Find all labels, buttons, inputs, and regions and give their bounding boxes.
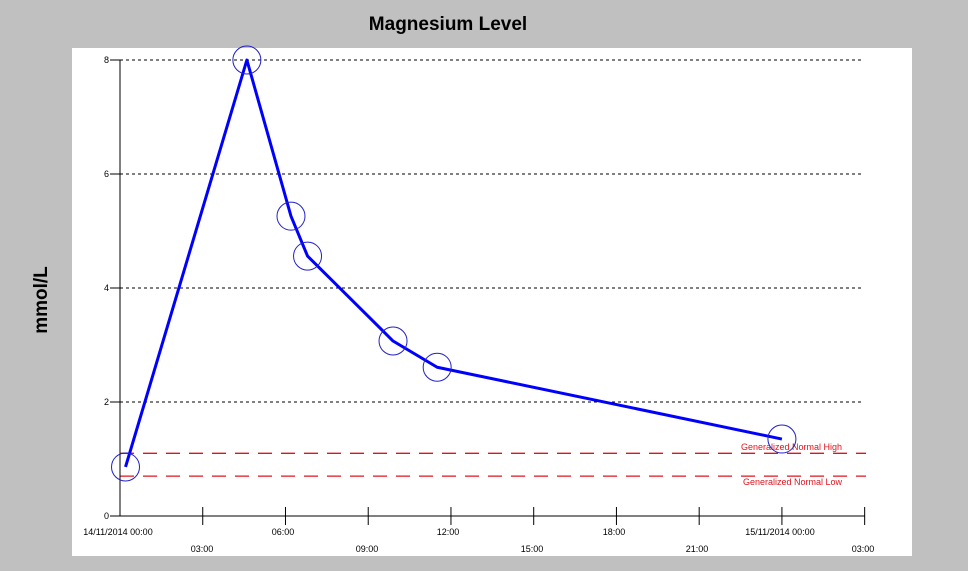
- y-tick-2: 2: [104, 397, 109, 407]
- series-line: [124, 58, 783, 468]
- x-tick-upper-1: 06:00: [272, 527, 295, 537]
- x-tick-lower-3: 21:00: [686, 544, 709, 554]
- axes: [110, 59, 866, 525]
- data-point-marker: [232, 45, 262, 75]
- ref-label-normal-high: Generalized Normal High: [741, 442, 842, 452]
- y-tick-8: 8: [104, 55, 109, 65]
- x-tick-lower-2: 15:00: [521, 544, 544, 554]
- x-tick-lower-1: 09:00: [356, 544, 379, 554]
- y-tick-0: 0: [104, 511, 109, 521]
- y-tick-6: 6: [104, 169, 109, 179]
- data-point-marker: [111, 452, 141, 482]
- x-tick-lower-4: 03:00: [852, 544, 875, 554]
- data-point-marker: [422, 352, 452, 382]
- x-tick-upper-4: 15/11/2014 00:00: [745, 527, 814, 537]
- chart-title-text: Magnesium Level: [368, 14, 528, 35]
- x-tick-upper-0: 14/11/2014 00:00: [83, 527, 152, 537]
- data-point-marker: [378, 326, 408, 356]
- x-tick-upper-2: 12:00: [437, 527, 460, 537]
- data-point-marker: [276, 201, 306, 231]
- data-point-marker: [293, 241, 323, 271]
- gridlines: [120, 59, 862, 403]
- ref-label-normal-low: Generalized Normal Low: [743, 477, 843, 487]
- series-magnesium: [111, 45, 797, 482]
- plot-panel: [72, 48, 912, 556]
- chart-title: Magnesium Level: [0, 14, 896, 36]
- reference-lines: [120, 452, 866, 477]
- y-tick-4: 4: [104, 283, 109, 293]
- data-point-marker: [767, 424, 797, 454]
- x-tick-upper-3: 18:00: [603, 527, 626, 537]
- x-tick-lower-0: 03:00: [191, 544, 214, 554]
